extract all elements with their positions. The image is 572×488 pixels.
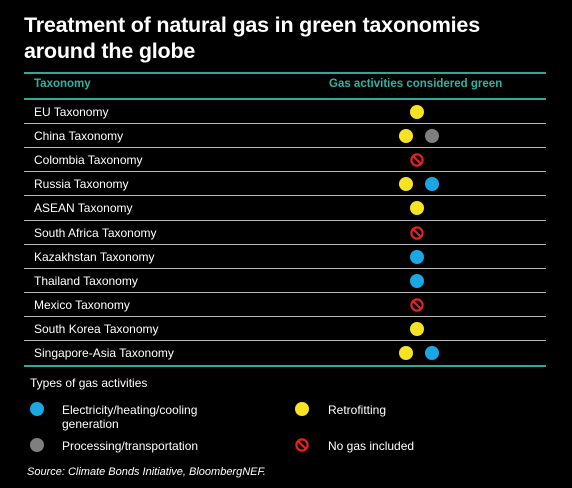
column-header-gas-activities: Gas activities considered green [329, 78, 503, 90]
table-bottom-rule [24, 365, 546, 367]
row-divider [24, 171, 546, 173]
legend-electricity-swatch [30, 402, 44, 416]
retrofitting-dot [410, 201, 424, 216]
electricity-dot [425, 177, 439, 192]
taxonomy-label: Mexico Taxonomy [34, 297, 130, 312]
table-row: EU Taxonomy [24, 100, 546, 124]
row-divider [24, 219, 546, 221]
no-gas-icon [410, 153, 424, 167]
table-row: Colombia Taxonomy [24, 148, 546, 172]
retrofitting-dot [410, 321, 424, 336]
legend-retrofitting-swatch [295, 402, 309, 416]
row-divider [24, 291, 546, 293]
taxonomy-label: Singapore-Asia Taxonomy [34, 346, 174, 360]
legend-label-no_gas: No gas included [328, 439, 415, 453]
row-divider [24, 195, 546, 197]
retrofitting-dot [399, 346, 413, 360]
table-row: Singapore-Asia Taxonomy [24, 341, 546, 365]
taxonomy-label: China Taxonomy [34, 129, 124, 144]
taxonomy-label: South Africa Taxonomy [34, 225, 157, 240]
row-divider [24, 267, 546, 269]
source-note: Source: Climate Bonds Initiative, Bloomb… [27, 466, 266, 478]
table-row: Russia Taxonomy [24, 172, 546, 196]
legend-no-gas-icon [295, 438, 309, 452]
no-gas-icon [410, 225, 424, 240]
taxonomy-label: Kazakhstan Taxonomy [34, 249, 155, 264]
electricity-dot [410, 273, 424, 288]
retrofitting-dot [399, 177, 413, 192]
legend-label-retrofitting: Retrofitting [328, 403, 387, 417]
table-row: Mexico Taxonomy [24, 293, 546, 317]
table-row: South Korea Taxonomy [24, 317, 546, 341]
taxonomy-label: South Korea Taxonomy [34, 321, 159, 336]
table-row: Kazakhstan Taxonomy [24, 245, 546, 269]
chart-title: Treatment of natural gas in green taxono… [24, 13, 480, 63]
header-bottom-rule [24, 98, 546, 100]
column-header-taxonomy: Taxonomy [34, 78, 91, 90]
table-row: ASEAN Taxonomy [24, 196, 546, 220]
legend-label-processing: Processing/transportation [62, 439, 199, 453]
table-row: South Africa Taxonomy [24, 221, 546, 245]
row-divider [24, 123, 546, 125]
retrofitting-dot [410, 105, 424, 119]
row-divider [24, 147, 546, 149]
legend-label-electricity: Electricity/heating/cooling generation [62, 403, 198, 431]
row-divider [24, 315, 546, 317]
row-divider [24, 243, 546, 245]
table-row: Thailand Taxonomy [24, 269, 546, 293]
row-divider [24, 340, 546, 341]
taxonomy-label: Colombia Taxonomy [34, 153, 143, 168]
retrofitting-dot [399, 129, 413, 144]
taxonomy-label: Thailand Taxonomy [34, 273, 138, 288]
legend-title: Types of gas activities [30, 376, 148, 390]
processing-dot [425, 129, 439, 144]
table-row: China Taxonomy [24, 124, 546, 148]
taxonomy-label: EU Taxonomy [34, 105, 109, 119]
electricity-dot [425, 346, 439, 360]
taxonomy-label: Russia Taxonomy [34, 177, 129, 192]
header-top-rule [24, 72, 546, 74]
electricity-dot [410, 249, 424, 264]
taxonomy-label: ASEAN Taxonomy [34, 201, 133, 216]
no-gas-icon [410, 298, 424, 312]
legend-processing-swatch [30, 438, 44, 452]
